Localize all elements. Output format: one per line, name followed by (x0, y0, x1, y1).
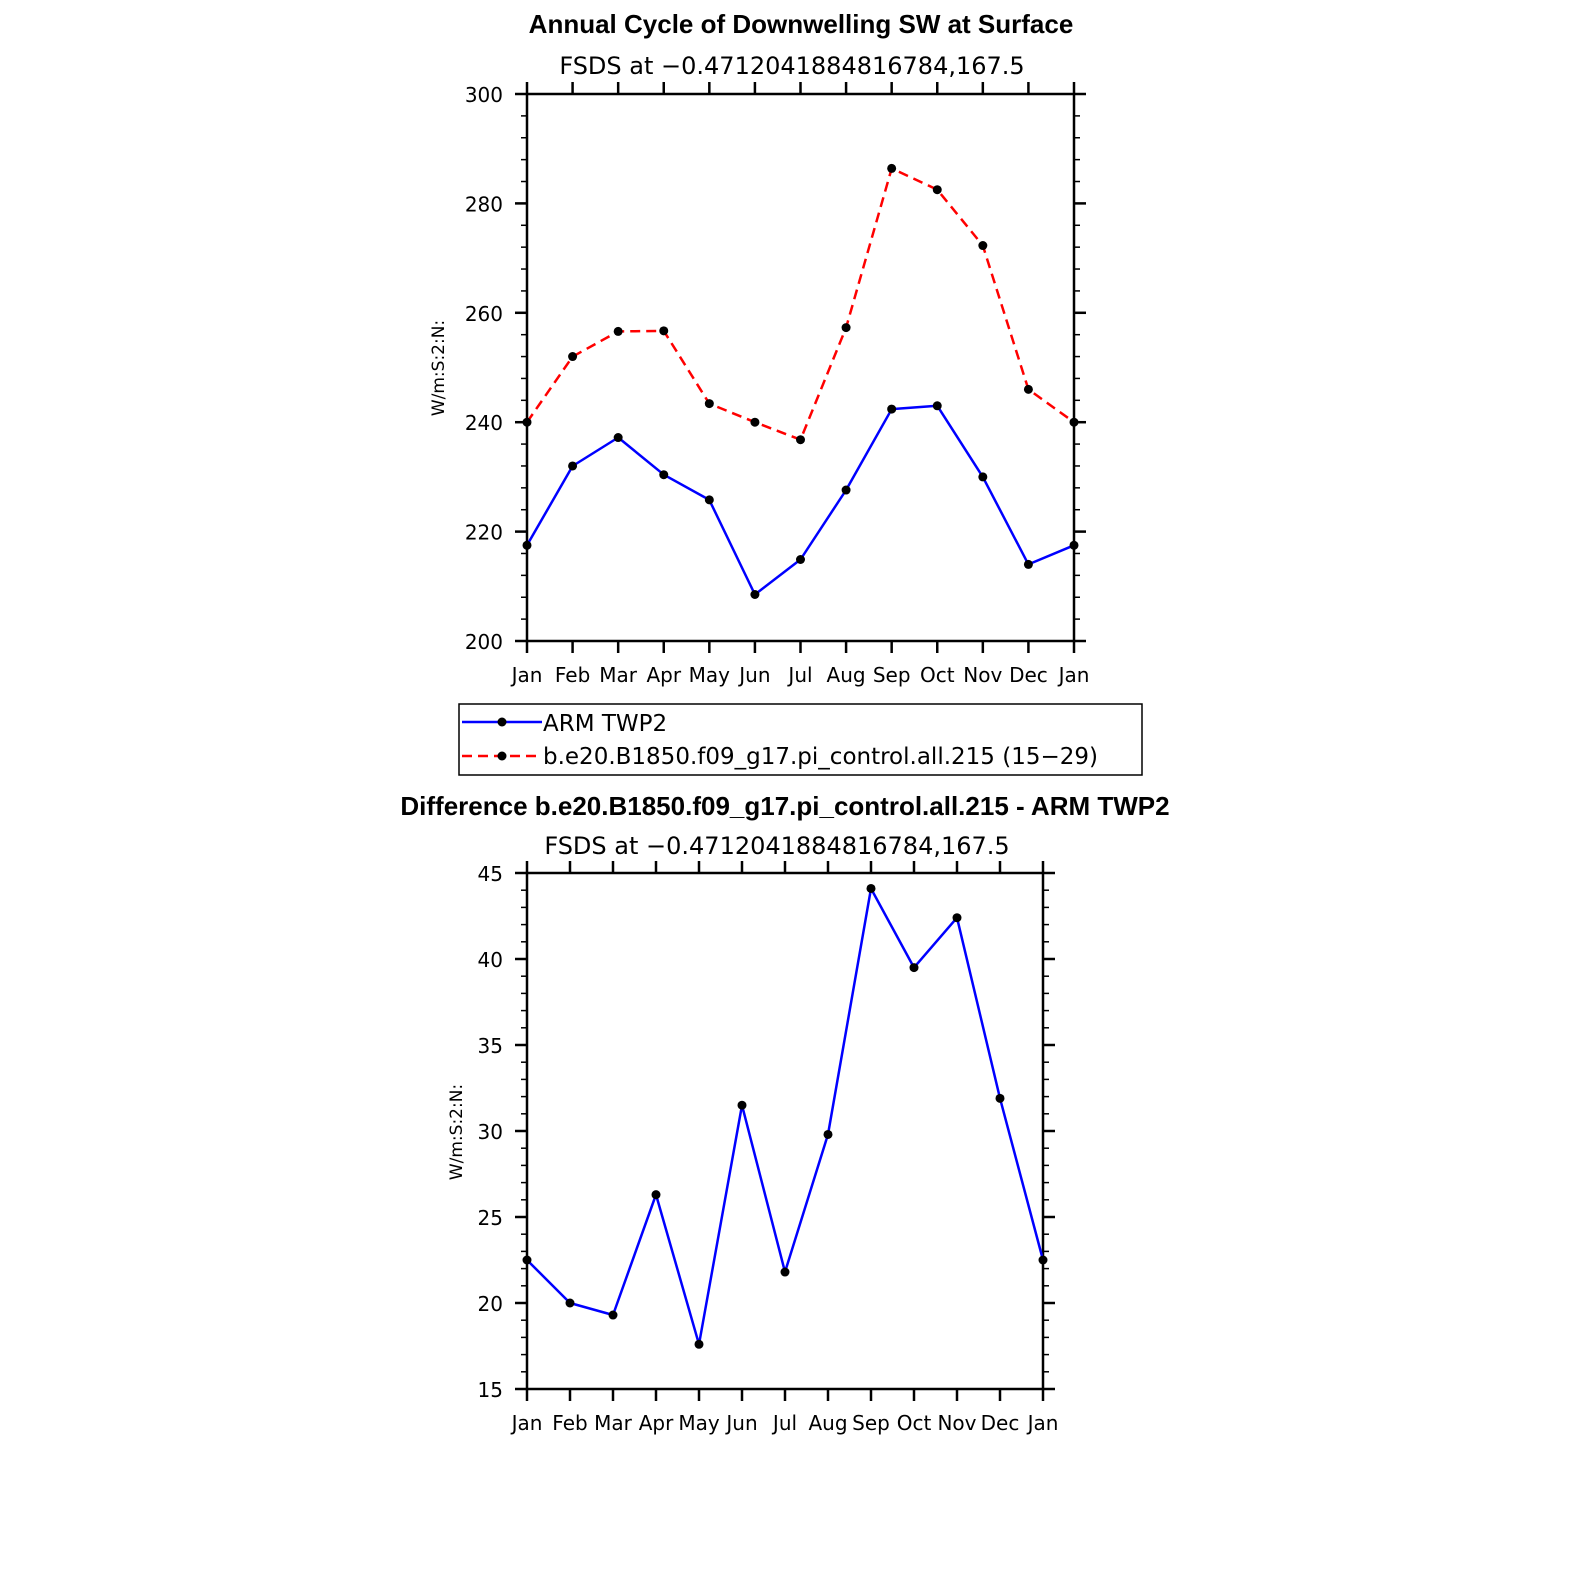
x-tick-label: Jan (1026, 1411, 1059, 1435)
data-point (613, 326, 623, 336)
data-point (780, 1267, 790, 1277)
data-point (565, 1298, 575, 1308)
x-tick-label: Mar (594, 1411, 633, 1435)
x-tick-label: Feb (555, 663, 590, 687)
data-point (887, 404, 897, 414)
data-point (750, 417, 760, 427)
data-point (796, 554, 805, 564)
y-tick-label: 30 (478, 1120, 503, 1144)
data-point (995, 1093, 1005, 1103)
series-line-0 (525, 404, 1075, 596)
data-point (568, 352, 578, 362)
x-tick-label: Apr (639, 1411, 674, 1435)
x-tick-label: Sep (873, 663, 911, 687)
y-tick-label: 15 (478, 1378, 503, 1402)
legend: ARM TWP2 b.e20.B1850.f09_g17.pi_control.… (458, 703, 1143, 776)
x-tick-label: Aug (808, 1411, 847, 1435)
y-tick-label: 45 (478, 862, 503, 886)
x-tick-label: Jan (510, 1411, 543, 1435)
data-point (932, 401, 942, 411)
data-point (1038, 1255, 1048, 1265)
y-tick-label: 35 (478, 1034, 503, 1058)
data-point (694, 1339, 704, 1349)
data-point (978, 241, 988, 251)
x-tick-label: Nov (963, 663, 1002, 687)
chart-subtitle: FSDS at −0.4712041884816784,167.5 (544, 832, 1009, 860)
y-tick-label: 200 (465, 630, 503, 654)
difference-chart: Difference b.e20.B1850.f09_g17.pi_contro… (400, 791, 1169, 1435)
data-point (1069, 417, 1079, 427)
x-tick-label: Oct (897, 1411, 932, 1435)
x-tick-label: Nov (937, 1411, 976, 1435)
x-tick-label: Sep (852, 1411, 890, 1435)
data-point (841, 323, 851, 333)
data-point (1069, 540, 1079, 550)
plot-area: Jan Feb Mar Apr May Jun Jul Aug Sep Oct Nov Dec Jan1… (478, 861, 1059, 1435)
x-tick-label: Jul (786, 663, 812, 687)
data-point (952, 913, 962, 923)
y-tick-label: 300 (465, 83, 503, 107)
chart-title: Difference b.e20.B1850.f09_g17.pi_contro… (400, 791, 1169, 821)
legend-label-model: b.e20.B1850.f09_g17.pi_control.all.215 (… (543, 744, 1098, 770)
y-tick-label: 240 (465, 411, 503, 435)
y-tick-label: 20 (478, 1292, 503, 1316)
plot-area: Jan Feb Mar Apr May Jun Jul Aug Sep Oct Nov Dec Jan 2… (465, 82, 1090, 687)
chart-title: Annual Cycle of Downwelling SW at Surfac… (529, 9, 1074, 39)
data-point (932, 185, 942, 195)
data-point (522, 540, 532, 550)
x-tick-label: May (689, 663, 731, 687)
x-tick-label: Dec (981, 1411, 1020, 1435)
data-point (796, 435, 805, 445)
data-point (887, 163, 897, 173)
x-tick-label: Feb (552, 1411, 587, 1435)
data-point (704, 399, 714, 409)
x-tick-label: May (678, 1411, 720, 1435)
x-tick-label: Aug (827, 663, 866, 687)
data-point (651, 1190, 661, 1200)
y-tick-label: 260 (465, 302, 503, 326)
x-tick-label: Mar (599, 663, 638, 687)
legend-box (458, 703, 1143, 776)
data-point (522, 1255, 532, 1265)
x-tick-label: Oct (920, 663, 955, 687)
data-point (750, 590, 760, 600)
data-point (866, 883, 876, 893)
data-point (841, 485, 851, 495)
chart-subtitle: FSDS at −0.4712041884816784,167.5 (559, 52, 1024, 80)
x-tick-label: Jan (1057, 663, 1090, 687)
data-point (704, 495, 714, 505)
legend-label-arm: ARM TWP2 (543, 711, 667, 737)
x-tick-label: Dec (1009, 663, 1048, 687)
annual-cycle-chart: Annual Cycle of Downwelling SW at Surfac… (429, 9, 1089, 687)
data-point (1023, 384, 1033, 394)
x-tick-label: Apr (646, 663, 681, 687)
series-line-1 (525, 167, 1075, 441)
data-point (522, 417, 532, 427)
data-point (823, 1129, 833, 1139)
data-point (659, 326, 669, 336)
y-tick-label: 280 (465, 192, 503, 216)
y-tick-label: 220 (465, 521, 503, 545)
x-tick-label: Jan (510, 663, 543, 687)
y-tick-label: 40 (478, 948, 503, 972)
data-point (737, 1100, 747, 1110)
data-point (909, 963, 919, 973)
y-axis-label: W/m:S:2:N: (447, 1084, 467, 1180)
legend-marker-model (497, 751, 507, 761)
data-point (608, 1310, 618, 1320)
data-point (613, 433, 623, 443)
data-point (568, 461, 578, 471)
x-tick-label: Jul (771, 1411, 797, 1435)
x-tick-label: Jun (737, 663, 770, 687)
x-tick-label: Jun (724, 1411, 757, 1435)
data-point (1023, 559, 1033, 569)
legend-marker-arm (497, 717, 507, 727)
y-axis-label: W/m:S:2:N: (429, 320, 449, 416)
y-tick-label: 25 (478, 1206, 503, 1230)
data-point (659, 470, 669, 480)
data-point (978, 472, 988, 482)
